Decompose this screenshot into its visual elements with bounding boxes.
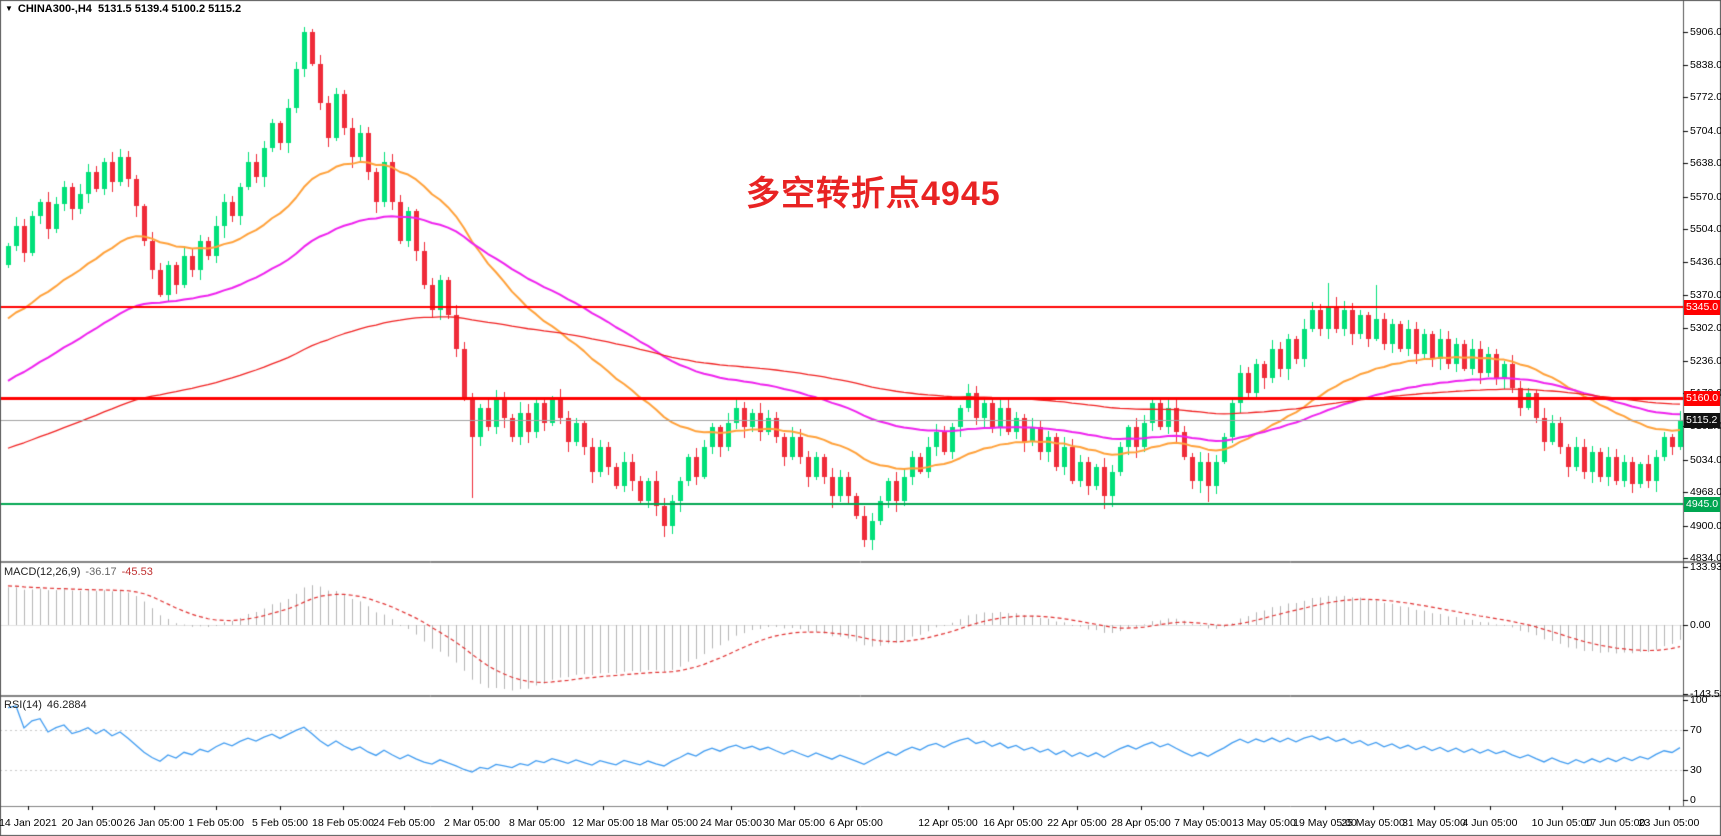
- price-level-badge: 5115.2: [1684, 413, 1720, 428]
- symbol-header: ▼ CHINA300-,H4 5131.5 5139.4 5100.2 5115.…: [5, 3, 241, 15]
- price-tick-label: 5236.0: [1690, 354, 1721, 367]
- x-axis-label: 5 Feb 05:00: [251, 817, 309, 829]
- x-axis-label: 6 Apr 05:00: [829, 817, 883, 829]
- x-axis-label: 13 May 05:00: [1232, 817, 1296, 829]
- x-axis-label: 19 May 05:00: [1293, 817, 1357, 829]
- macd-signal-value: -45.53: [121, 566, 153, 578]
- price-tick-label: 5370.0: [1690, 288, 1721, 301]
- x-axis-label: 16 Apr 05:00: [983, 817, 1043, 829]
- indicator-tick-label: 100: [1690, 694, 1708, 706]
- price-tick-label: 5436.0: [1690, 256, 1721, 269]
- rsi-indicator-label: RSI(14) 46.2884: [4, 699, 87, 711]
- price-tick-label: 5034.0: [1690, 453, 1721, 466]
- price-level-badge: 5160.0: [1684, 391, 1720, 406]
- price-tick-label: 5302.0: [1690, 322, 1721, 335]
- x-axis-label: 20 Jan 05:00: [61, 817, 123, 829]
- x-axis-label: 8 Mar 05:00: [508, 817, 566, 829]
- price-tick-label: 4834.0: [1690, 552, 1721, 565]
- x-axis-label: 10 Jun 05:00: [1531, 817, 1593, 829]
- x-axis-label: 22 Apr 05:00: [1047, 817, 1107, 829]
- x-axis-label: 18 Feb 05:00: [312, 817, 374, 829]
- price-tick-label: 5570.0: [1690, 190, 1721, 203]
- indicator-tick-label: 30: [1690, 764, 1702, 776]
- price-level-badge: 5345.0: [1684, 300, 1720, 315]
- chevron-down-icon: ▼: [5, 4, 13, 13]
- macd-main-value: -36.17: [85, 566, 117, 578]
- indicator-tick-label: 70: [1690, 724, 1702, 736]
- x-axis-label: 18 Mar 05:00: [636, 817, 698, 829]
- x-axis-label: 28 Apr 05:00: [1111, 817, 1171, 829]
- price-level-badge: 4945.0: [1684, 497, 1720, 512]
- price-tick-label: 5504.0: [1690, 223, 1721, 236]
- x-axis-label: 31 May 05:00: [1402, 817, 1466, 829]
- x-axis-label: 30 Mar 05:00: [763, 817, 825, 829]
- indicator-tick-label: 0.00: [1690, 619, 1711, 631]
- x-axis-label: 25 May 05:00: [1341, 817, 1405, 829]
- x-axis-label: 2 Mar 05:00: [443, 817, 501, 829]
- price-tick-label: 5772.0: [1690, 91, 1721, 104]
- symbol-period-label: CHINA300-,H4: [17, 3, 92, 15]
- x-axis-label: 24 Feb 05:00: [373, 817, 435, 829]
- chart-annotation-text: 多空转折点4945: [746, 175, 1001, 213]
- x-axis-label: 12 Apr 05:00: [918, 817, 978, 829]
- x-axis-label: 4 Jun 05:00: [1462, 817, 1518, 829]
- x-axis-label: 1 Feb 05:00: [187, 817, 245, 829]
- price-tick-label: 5704.0: [1690, 124, 1721, 137]
- indicator-tick-label: 133.93: [1690, 561, 1721, 573]
- rsi-value: 46.2884: [46, 699, 87, 711]
- indicator-tick-label: 0: [1690, 794, 1696, 806]
- price-tick-label: 5638.0: [1690, 157, 1721, 170]
- rsi-name: RSI(14): [4, 699, 42, 711]
- price-tick-label: 5906.0: [1690, 25, 1721, 38]
- price-tick-label: 4900.0: [1690, 519, 1721, 532]
- x-axis-label: 23 Jun 05:00: [1638, 817, 1700, 829]
- x-axis-label: 26 Jan 05:00: [123, 817, 185, 829]
- x-axis-label: 17 Jun 05:00: [1584, 817, 1646, 829]
- price-tick-label: 4968.0: [1690, 486, 1721, 499]
- ohlc-values: 5131.5 5139.4 5100.2 5115.2: [98, 3, 242, 15]
- x-axis-label: 7 May 05:00: [1174, 817, 1232, 829]
- price-tick-label: 5838.0: [1690, 59, 1721, 72]
- x-axis-label: 12 Mar 05:00: [572, 817, 634, 829]
- x-axis-label: 24 Mar 05:00: [700, 817, 762, 829]
- macd-name: MACD(12,26,9): [4, 566, 81, 578]
- indicator-tick-label: -143.53: [1690, 688, 1721, 700]
- macd-indicator-label: MACD(12,26,9) -36.17 -45.53: [4, 566, 153, 578]
- x-axis-label: 14 Jan 2021: [0, 817, 57, 829]
